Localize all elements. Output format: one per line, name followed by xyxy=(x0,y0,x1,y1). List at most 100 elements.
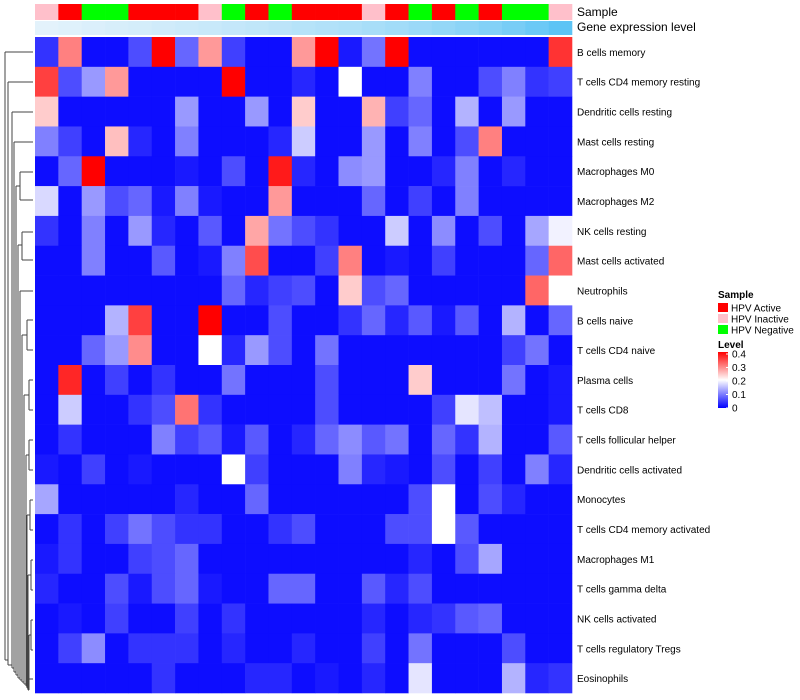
heatmap-cell xyxy=(525,126,549,157)
heatmap-cell xyxy=(81,186,106,217)
heatmap-cell xyxy=(35,335,59,366)
heatmap-cell xyxy=(221,215,246,247)
heatmap-cell xyxy=(105,186,129,217)
heatmap-cell xyxy=(478,394,503,425)
heatmap-cell xyxy=(105,215,129,247)
heatmap-cell xyxy=(221,365,246,396)
gene-expression-annotation-cell xyxy=(245,21,269,35)
heatmap-cell xyxy=(291,126,316,157)
heatmap-cell xyxy=(501,633,526,664)
heatmap-cell xyxy=(81,454,106,485)
heatmap-cell xyxy=(478,454,503,485)
heatmap-cell xyxy=(151,66,176,97)
heatmap-cell xyxy=(501,186,526,217)
heatmap-cell xyxy=(35,543,59,575)
heatmap-cell xyxy=(361,215,386,247)
heatmap-cell xyxy=(175,96,199,127)
heatmap-cell xyxy=(35,365,59,396)
gene-expression-annotation-cell xyxy=(385,21,409,35)
heatmap-cell xyxy=(35,573,59,604)
sample-annotation-cell xyxy=(548,4,573,20)
heatmap-cell xyxy=(431,66,456,97)
heatmap-cell xyxy=(501,275,526,306)
heatmap-cell xyxy=(431,245,456,276)
heatmap-cell xyxy=(221,514,246,545)
heatmap-cell xyxy=(268,186,293,217)
heatmap-cell xyxy=(221,66,246,97)
sample-annotation-cell xyxy=(128,4,153,20)
heatmap-cell xyxy=(175,365,199,396)
heatmap-cell xyxy=(501,365,526,396)
heatmap-cell xyxy=(361,484,386,515)
legend-level-colorbar xyxy=(718,352,728,408)
heatmap-cell xyxy=(501,37,526,68)
heatmap-cell xyxy=(385,335,409,366)
heatmap-cell xyxy=(431,96,456,127)
heatmap-cell xyxy=(361,126,386,157)
heatmap-cell xyxy=(478,573,503,604)
heatmap-cell xyxy=(431,365,456,396)
heatmap-cell xyxy=(58,96,82,127)
heatmap-cell xyxy=(455,365,479,396)
heatmap-cell xyxy=(385,484,409,515)
heatmap-cell xyxy=(548,186,573,217)
heatmap-cell xyxy=(315,96,339,127)
heatmap-cell xyxy=(291,454,316,485)
gene-expression-annotation-cell xyxy=(291,21,316,35)
heatmap-cell xyxy=(245,245,269,276)
heatmap-cell xyxy=(478,37,503,68)
heatmap-cell xyxy=(361,424,386,455)
heatmap-cell xyxy=(315,633,339,664)
heatmap-cell xyxy=(525,275,549,306)
heatmap-cell xyxy=(151,37,176,68)
row-label: Dendritic cells resting xyxy=(577,108,672,119)
heatmap-cell xyxy=(431,514,456,545)
heatmap-cell xyxy=(291,514,316,545)
heatmap-cell xyxy=(151,335,176,366)
heatmap-cell xyxy=(245,454,269,485)
heatmap-cell xyxy=(478,96,503,127)
row-label: Plasma cells xyxy=(577,376,633,387)
heatmap-cell xyxy=(478,424,503,455)
heatmap-cell xyxy=(431,215,456,247)
row-label: NK cells activated xyxy=(577,614,656,625)
heatmap-cell xyxy=(175,37,199,68)
heatmap-cell xyxy=(291,96,316,127)
heatmap-cell xyxy=(385,275,409,306)
heatmap-cell xyxy=(361,37,386,68)
heatmap-cell xyxy=(268,126,293,157)
heatmap-cell xyxy=(58,394,82,425)
heatmap-cell xyxy=(291,573,316,604)
heatmap-cell xyxy=(58,633,82,664)
heatmap-cell xyxy=(385,573,409,604)
legend-level-title: Level xyxy=(718,340,744,351)
heatmap-cell xyxy=(338,66,363,97)
heatmap-cell xyxy=(35,156,59,187)
heatmap-cell xyxy=(151,186,176,217)
heatmap-cell xyxy=(81,663,106,694)
row-label: T cells CD4 memory resting xyxy=(577,78,700,89)
heatmap-cell xyxy=(501,424,526,455)
heatmap-cell xyxy=(478,663,503,694)
heatmap-cell xyxy=(338,37,363,68)
heatmap-cell xyxy=(175,394,199,425)
heatmap-cell xyxy=(455,126,479,157)
heatmap-cell xyxy=(198,186,223,217)
heatmap-cell xyxy=(245,514,269,545)
heatmap-cell xyxy=(175,156,199,187)
gene-expression-annotation-cell xyxy=(431,21,456,35)
heatmap-cell xyxy=(35,484,59,515)
row-label: Dendritic cells activated xyxy=(577,465,682,476)
heatmap-cell xyxy=(431,603,456,634)
gene-expression-annotation-cell xyxy=(338,21,363,35)
heatmap-cell xyxy=(81,245,106,276)
heatmap-cell xyxy=(455,514,479,545)
heatmap-cell xyxy=(385,126,409,157)
heatmap-cell xyxy=(58,215,82,247)
heatmap-cell xyxy=(525,335,549,366)
sample-annotation-cell xyxy=(105,4,129,20)
sample-annotation-cell xyxy=(245,4,269,20)
heatmap-cell xyxy=(548,156,573,187)
heatmap-cell xyxy=(128,37,153,68)
